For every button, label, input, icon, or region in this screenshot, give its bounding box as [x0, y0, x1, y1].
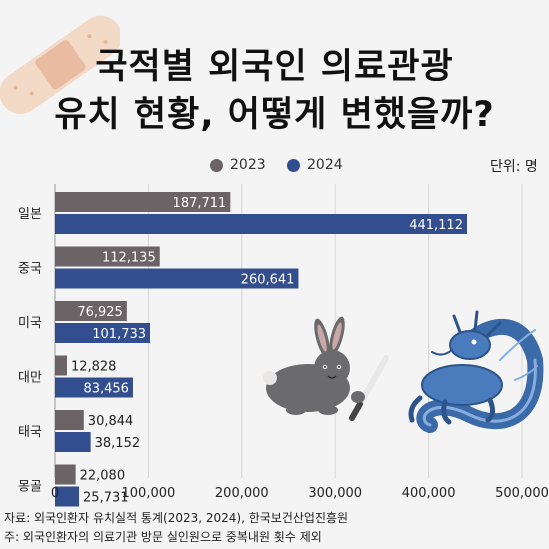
category-label: 대만 — [18, 371, 42, 386]
data-label-2023: 112,135 — [102, 251, 156, 266]
dragon-illustration — [408, 310, 544, 433]
category-label: 태국 — [18, 425, 42, 440]
legend-item-2024: 2024 — [287, 157, 343, 173]
bar-2023 — [55, 355, 67, 376]
bar-2023 — [55, 246, 160, 267]
bar-2023 — [55, 464, 76, 485]
legend-swatch-2023 — [210, 158, 223, 172]
category-label: 미국 — [18, 316, 42, 331]
bar-2024 — [55, 323, 151, 343]
x-tick-label: 500,000 — [495, 486, 549, 501]
data-label-2024: 25,731 — [83, 491, 128, 506]
source-text: 자료: 외국인환자 유치실적 통계(2023, 2024), 한국보건산업진흥원 — [4, 511, 349, 525]
page-title-line-1: 국적별 외국인 의료관광 — [95, 47, 454, 87]
data-label-2024: 441,112 — [409, 218, 463, 233]
x-tick-label: 0 — [51, 486, 59, 501]
x-tick-label: 200,000 — [215, 486, 269, 501]
legend-item-2023: 2023 — [210, 157, 266, 173]
bar-2024 — [55, 432, 91, 452]
unit-label: 단위: 명 — [490, 159, 538, 175]
x-tick-label: 100,000 — [122, 486, 176, 501]
legend-swatch-2024 — [287, 158, 300, 172]
rabbit-illustration — [263, 316, 389, 421]
x-tick-label: 300,000 — [308, 486, 362, 501]
category-label: 몽골 — [18, 480, 42, 495]
data-label-2024: 260,641 — [241, 273, 295, 288]
bar-2023 — [55, 301, 127, 321]
bandage-icon — [0, 15, 120, 114]
x-tick-label: 400,000 — [402, 486, 456, 501]
data-label-2024: 83,456 — [83, 382, 129, 397]
data-label-2023: 76,925 — [77, 305, 123, 320]
note-text: 주: 외국인환자의 의료기관 방문 실인원으로 중복내원 횟수 제외 — [4, 530, 322, 544]
bar-2024 — [55, 268, 299, 289]
bar-2024 — [55, 486, 80, 507]
data-label-2023: 187,711 — [173, 196, 227, 211]
bar-2023 — [55, 192, 231, 212]
page-title-line-2: 유치 현황, 어떻게 변했을까? — [54, 95, 495, 135]
data-label-2023: 12,828 — [71, 360, 117, 375]
bar-2023 — [55, 410, 84, 430]
data-label-2024: 101,733 — [92, 327, 146, 342]
data-label-2024: 38,152 — [95, 436, 141, 451]
category-label: 일본 — [18, 207, 42, 222]
data-label-2023: 22,080 — [80, 469, 126, 484]
bar-2024 — [55, 214, 467, 234]
data-label-2023: 30,844 — [88, 414, 133, 429]
legend-label-2024: 2024 — [307, 157, 343, 173]
bar-2024 — [55, 377, 133, 398]
legend-label-2023: 2023 — [230, 157, 266, 173]
category-label: 중국 — [18, 262, 42, 277]
